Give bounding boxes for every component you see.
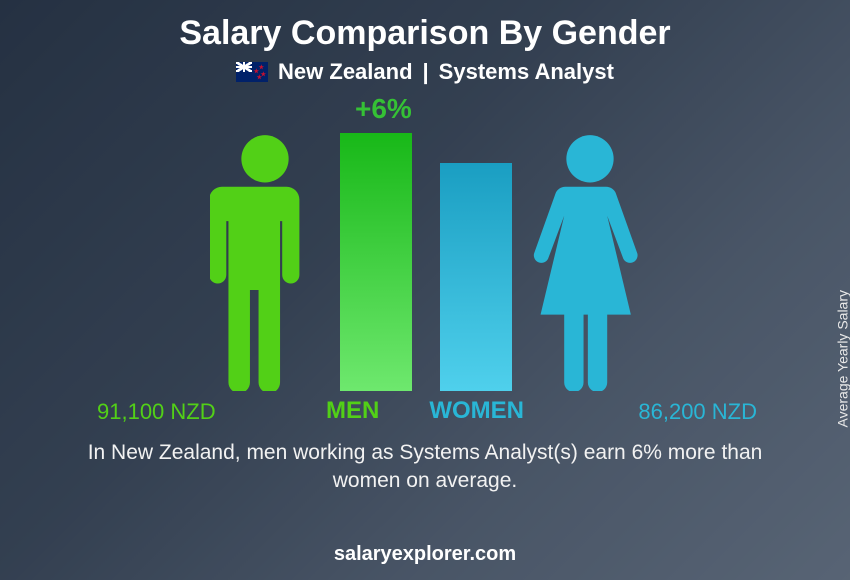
men-label: MEN (326, 397, 379, 425)
separator: | (423, 59, 429, 85)
subtitle-row: ★ ★ ★ ★ New Zealand | Systems Analyst (236, 59, 614, 85)
flag-icon: ★ ★ ★ ★ (236, 62, 268, 82)
men-bar (340, 133, 412, 391)
male-figure-icon (210, 133, 320, 391)
female-figure-icon (530, 133, 650, 391)
footer-source: salaryexplorer.com (0, 543, 850, 566)
page-title: Salary Comparison By Gender (179, 14, 670, 53)
country-label: New Zealand (278, 59, 412, 85)
pct-diff-label: +6% (355, 93, 412, 125)
infographic-content: Salary Comparison By Gender ★ ★ ★ ★ New … (0, 0, 850, 580)
women-label: WOMEN (429, 397, 524, 425)
description-text: In New Zealand, men working as Systems A… (65, 439, 785, 496)
y-axis-label: Average Yearly Salary (834, 290, 850, 428)
chart-area: +6% 91,100 NZD 86,200 NZD MEN WOMEN (115, 93, 735, 433)
category-labels: MEN WOMEN (115, 397, 735, 425)
role-label: Systems Analyst (439, 59, 614, 85)
women-bar (440, 163, 512, 391)
